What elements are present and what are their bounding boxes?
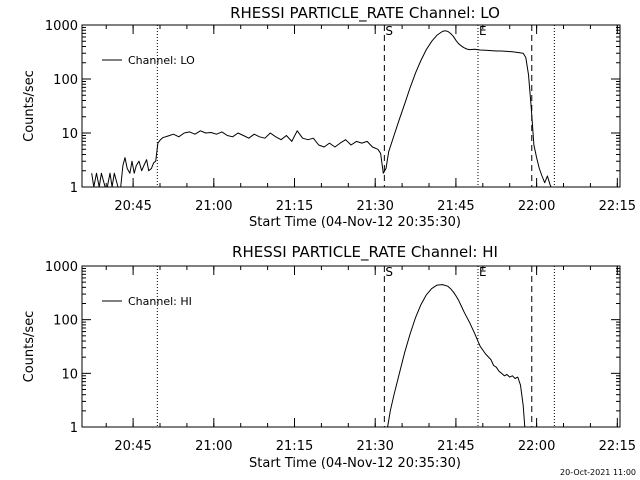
ch0-y-axis-label: Counts/sec xyxy=(22,70,37,142)
ch1-x-tick-label: 21:30 xyxy=(356,439,393,454)
render-timestamp: 20-Oct-2021 11:00 xyxy=(560,468,636,477)
panel-hi-channel: RHESSI PARTICLE_RATE Channel: HI 1 10 100 10… xyxy=(22,243,636,471)
panel-lo-channel: RHESSI PARTICLE_RATE Channel: LO 1 10 100 10… xyxy=(22,4,636,230)
ch0-y-tick-label: 1 xyxy=(70,181,78,196)
ch0-x-tick-label: 21:15 xyxy=(276,199,313,214)
ch1-x-tick-label: 21:45 xyxy=(437,439,474,454)
ch0-x-tick-label: 21:45 xyxy=(437,199,474,214)
ch0-y-tick-label: 10 xyxy=(61,127,78,142)
ch1-chart-title: RHESSI PARTICLE_RATE Channel: HI xyxy=(232,243,498,262)
ch0-x-tick-label: 22:15 xyxy=(599,199,636,214)
ch1-y-tick-label: 1000 xyxy=(45,260,78,275)
ch1-legend-label: Channel: HI xyxy=(128,295,192,308)
ch0-y-tick-label: 1000 xyxy=(45,19,78,34)
ch1-x-axis-label: Start Time (04-Nov-12 20:35:30) xyxy=(249,456,461,471)
ch1-y-axis-label: Counts/sec xyxy=(22,311,37,383)
ch0-x-tick-label: 21:30 xyxy=(356,199,393,214)
ch0-vline-label: S xyxy=(385,24,393,38)
ch1-x-tick-label: 22:00 xyxy=(518,439,555,454)
ch1-y-tick-label: 100 xyxy=(53,314,78,329)
ch0-x-tick-label: 20:45 xyxy=(114,199,151,214)
ch1-x-tick-label: 21:15 xyxy=(276,439,313,454)
ch1-x-tick-label: 20:45 xyxy=(114,439,151,454)
ch0-x-tick-label: 22:00 xyxy=(518,199,555,214)
ch1-plot-frame xyxy=(81,265,621,428)
ch0-x-axis-label: Start Time (04-Nov-12 20:35:30) xyxy=(249,215,461,230)
ch0-x-tick-label: 21:00 xyxy=(195,199,232,214)
ch1-y-tick-label: 10 xyxy=(61,367,78,382)
ch1-series-line xyxy=(387,284,526,428)
ch0-y-tick-label: 100 xyxy=(53,73,78,88)
ch0-vline-label: E xyxy=(479,24,487,38)
ch1-y-tick-label: 1 xyxy=(70,421,78,436)
ch0-series-line xyxy=(91,30,552,188)
ch0-chart-title: RHESSI PARTICLE_RATE Channel: LO xyxy=(230,4,500,23)
ch1-vline-label: S xyxy=(385,265,393,279)
ch0-plot-frame xyxy=(81,24,621,188)
ch1-vline-label: E xyxy=(479,265,487,279)
ch0-legend-label: Channel: LO xyxy=(128,54,195,67)
ch1-x-tick-label: 22:15 xyxy=(599,439,636,454)
ch1-x-tick-label: 21:00 xyxy=(195,439,232,454)
